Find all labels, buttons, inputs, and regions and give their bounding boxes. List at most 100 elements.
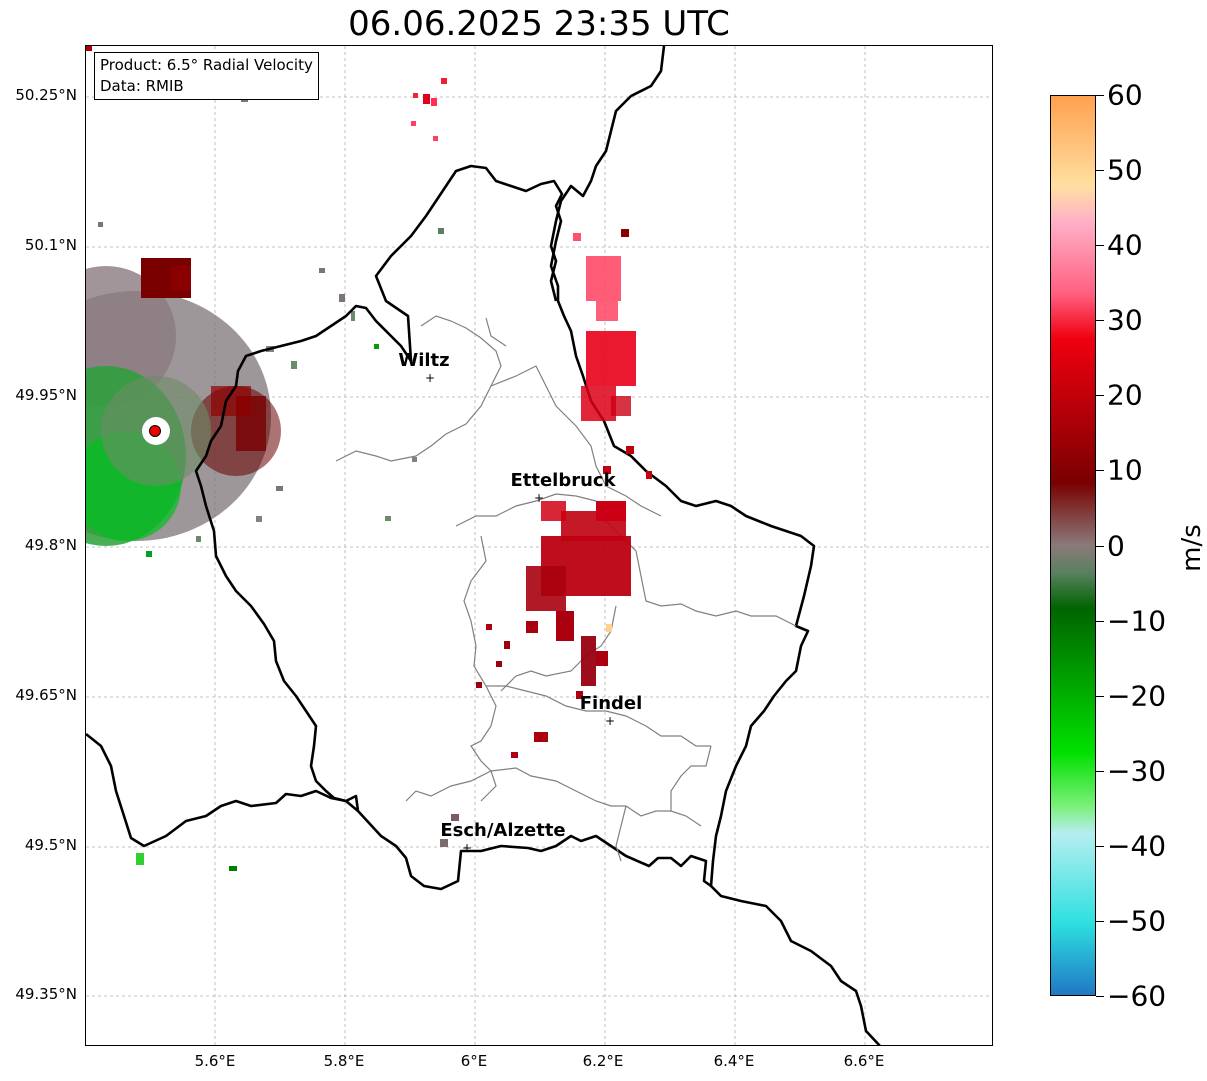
country-borders [86, 46, 881, 1045]
lon-tick-label: 6.6°E [843, 1052, 885, 1070]
radar-echoes-west [86, 46, 444, 871]
colorbar-tick-label: 40 [1107, 228, 1143, 262]
colorbar-tick [1096, 245, 1104, 247]
echo-e-pink-3 [596, 301, 618, 321]
echo-c-main-3 [526, 566, 566, 611]
colorbar-tick [1096, 620, 1104, 622]
echo-west-scatter-4 [256, 516, 262, 522]
echo-ne-3 [431, 98, 437, 106]
echo-c-s-8 [476, 682, 482, 688]
canton-line-2 [490, 365, 662, 517]
echo-e-red-4 [626, 446, 634, 454]
canton-line-10 [615, 805, 627, 862]
colorbar-tick-label: 20 [1107, 378, 1143, 412]
echo-e-pink-1 [573, 233, 581, 241]
city-label-wiltz: Wiltz [398, 350, 450, 371]
echo-c-s-1 [556, 611, 574, 641]
lat-tick-label: 49.35°N [15, 985, 77, 1003]
colorbar-tick-label: −40 [1107, 829, 1167, 863]
radar-map [86, 46, 992, 1045]
echo-c-s-2 [526, 621, 538, 633]
echo-west-maroon-right-2 [211, 386, 251, 416]
velocity-colorbar [1050, 95, 1096, 996]
echo-west-scatter-6 [146, 551, 152, 557]
canton-line-12 [485, 317, 507, 347]
city-label-ettelbruck: Ettelbruck [510, 470, 616, 491]
canton-line-3 [335, 450, 417, 462]
lon-tick-label: 6.4°E [713, 1052, 755, 1070]
echo-ne-4 [441, 78, 447, 84]
colorbar-tick [1096, 545, 1104, 547]
colorbar-tick [1096, 395, 1104, 397]
echo-ne-2 [423, 94, 430, 104]
echo-west-scatter-9 [319, 268, 325, 273]
chart-title: 06.06.2025 23:35 UTC [348, 4, 730, 44]
canton-line-8 [500, 605, 617, 692]
colorbar-tick-label: 50 [1107, 153, 1143, 187]
echo-c-s-4 [596, 651, 608, 666]
france-belgium-border [86, 732, 359, 848]
colorbar-tick-label: −20 [1107, 679, 1167, 713]
echo-west-scatter-8 [351, 311, 355, 321]
lat-tick-label: 49.95°N [15, 386, 77, 404]
lon-tick-label: 6.2°E [582, 1052, 624, 1070]
echo-west-scatter-17 [385, 516, 391, 521]
german-border-south [710, 885, 881, 1045]
graticule [86, 46, 992, 1045]
city-marker-esch-alzette: + [461, 841, 473, 855]
colorbar-tick [1096, 320, 1104, 322]
canton-line-9 [405, 767, 702, 827]
echo-sw-1 [451, 814, 459, 821]
echo-e-red-5 [603, 466, 611, 474]
colorbar-tick [1096, 996, 1104, 997]
lat-tick-label: 50.25°N [15, 86, 77, 104]
colorbar-tick [1096, 695, 1104, 697]
echo-c-s-5 [504, 641, 510, 649]
echo-west-scatter-2 [291, 361, 297, 369]
echo-c-s-3 [581, 636, 596, 686]
canton-line-4 [455, 493, 597, 527]
echo-ne-5 [411, 121, 416, 126]
colorbar-tick-label: −60 [1107, 979, 1167, 1013]
map-panel[interactable] [85, 45, 993, 1046]
colorbar-tick [1096, 920, 1104, 922]
colorbar-tick [1096, 95, 1104, 96]
echo-c-main-5 [541, 501, 566, 521]
product-label: Product: 6.5° Radial Velocity [100, 56, 313, 74]
echo-west-scatter-10 [98, 222, 103, 227]
data-source-label: Data: RMIB [100, 77, 184, 95]
echo-west-scatter-3 [276, 486, 283, 491]
product-info-box: Product: 6.5° Radial Velocity Data: RMIB [94, 52, 319, 100]
echo-c-s-6 [486, 624, 492, 630]
echo-west-scatter-13 [136, 853, 144, 865]
colorbar-tick [1096, 470, 1104, 472]
lat-tick-label: 50.1°N [24, 236, 77, 254]
echo-west-scatter-12 [86, 46, 92, 51]
echo-e-gray-1 [438, 228, 444, 234]
echo-sw-2 [440, 839, 448, 847]
echo-west-scatter-18 [412, 457, 417, 462]
colorbar-tick-label: 10 [1107, 453, 1143, 487]
colorbar-tick [1096, 845, 1104, 847]
city-label-esch-alzette: Esch/Alzette [440, 820, 566, 841]
colorbar-tick-label: 30 [1107, 303, 1143, 337]
city-label-findel: Findel [579, 693, 643, 714]
canton-line-5 [463, 535, 711, 747]
city-marker-ettelbruck: + [533, 491, 545, 505]
echo-e-dark-1 [621, 229, 629, 237]
echo-ne-6 [433, 136, 438, 141]
echo-e-red-2 [581, 386, 616, 421]
echo-e-red-6 [646, 471, 652, 479]
city-marker-wiltz: + [424, 371, 436, 385]
canton-line-7 [470, 685, 497, 802]
colorbar-unit-label: m/s [1176, 524, 1207, 572]
echo-c-main-4 [596, 501, 626, 521]
colorbar-tick-label: 0 [1107, 529, 1125, 562]
colorbar-tick-label: −30 [1107, 754, 1167, 788]
echo-c-s-7 [496, 661, 502, 667]
colorbar-tick-label: −50 [1107, 904, 1167, 938]
echo-c-s-10 [511, 752, 518, 758]
echo-west-scatter-7 [339, 294, 345, 302]
echo-c-s-9 [534, 732, 548, 742]
echo-e-pink-2 [586, 256, 621, 301]
